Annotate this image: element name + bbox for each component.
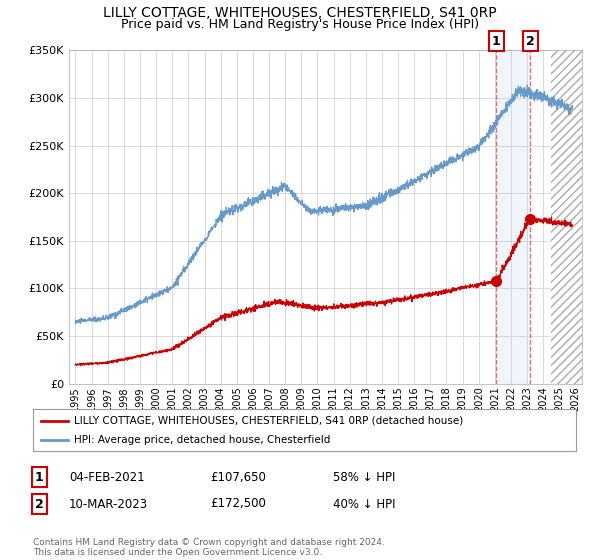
- Text: LILLY COTTAGE, WHITEHOUSES, CHESTERFIELD, S41 0RP: LILLY COTTAGE, WHITEHOUSES, CHESTERFIELD…: [103, 6, 497, 20]
- Text: Price paid vs. HM Land Registry's House Price Index (HPI): Price paid vs. HM Land Registry's House …: [121, 18, 479, 31]
- Text: 2: 2: [526, 35, 535, 48]
- Text: £172,500: £172,500: [210, 497, 266, 511]
- Text: 58% ↓ HPI: 58% ↓ HPI: [333, 470, 395, 484]
- Text: 10-MAR-2023: 10-MAR-2023: [69, 497, 148, 511]
- Text: HPI: Average price, detached house, Chesterfield: HPI: Average price, detached house, Ches…: [74, 435, 330, 445]
- Text: LILLY COTTAGE, WHITEHOUSES, CHESTERFIELD, S41 0RP (detached house): LILLY COTTAGE, WHITEHOUSES, CHESTERFIELD…: [74, 416, 463, 426]
- Text: £107,650: £107,650: [210, 470, 266, 484]
- Text: 1: 1: [35, 470, 43, 484]
- Bar: [551, 41, 582, 384]
- Text: 2: 2: [35, 497, 43, 511]
- Text: Contains HM Land Registry data © Crown copyright and database right 2024.
This d: Contains HM Land Registry data © Crown c…: [33, 538, 385, 557]
- Bar: [496, 50, 530, 384]
- Text: 1: 1: [492, 35, 501, 48]
- Text: 40% ↓ HPI: 40% ↓ HPI: [333, 497, 395, 511]
- Text: 04-FEB-2021: 04-FEB-2021: [69, 470, 145, 484]
